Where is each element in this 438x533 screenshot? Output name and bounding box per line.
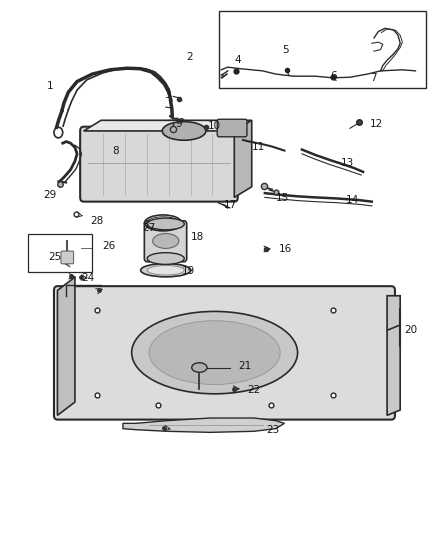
Text: 17: 17 xyxy=(223,200,237,211)
Text: 4: 4 xyxy=(234,55,241,65)
FancyBboxPatch shape xyxy=(61,251,74,264)
Ellipse shape xyxy=(149,321,280,384)
Text: 14: 14 xyxy=(346,195,359,205)
Text: 5: 5 xyxy=(283,45,289,54)
Polygon shape xyxy=(84,120,252,131)
Text: 11: 11 xyxy=(252,142,265,152)
Text: 16: 16 xyxy=(279,244,293,254)
Text: 25: 25 xyxy=(48,252,61,262)
Text: 3: 3 xyxy=(164,90,171,100)
Polygon shape xyxy=(123,418,285,432)
Text: 24: 24 xyxy=(81,273,95,283)
Polygon shape xyxy=(387,296,400,415)
FancyBboxPatch shape xyxy=(145,221,187,262)
Text: 22: 22 xyxy=(247,385,261,395)
Text: 8: 8 xyxy=(112,146,119,156)
Text: 13: 13 xyxy=(341,158,354,168)
Text: 15: 15 xyxy=(276,193,289,204)
Text: 19: 19 xyxy=(182,266,195,276)
Text: 1: 1 xyxy=(46,81,53,91)
Text: 6: 6 xyxy=(330,71,337,81)
Text: 18: 18 xyxy=(191,232,204,243)
Text: 10: 10 xyxy=(208,120,221,131)
Ellipse shape xyxy=(162,122,206,140)
FancyBboxPatch shape xyxy=(54,286,395,419)
Ellipse shape xyxy=(152,233,179,248)
Text: 21: 21 xyxy=(239,361,252,372)
Text: 7: 7 xyxy=(370,73,376,83)
FancyBboxPatch shape xyxy=(217,119,247,137)
FancyBboxPatch shape xyxy=(80,127,238,201)
Text: 29: 29 xyxy=(43,190,57,200)
Polygon shape xyxy=(57,277,75,415)
Ellipse shape xyxy=(147,253,184,264)
Bar xyxy=(219,11,426,88)
Text: 12: 12 xyxy=(370,119,383,129)
Ellipse shape xyxy=(132,311,297,394)
Text: 26: 26 xyxy=(102,241,115,251)
Bar xyxy=(28,233,92,272)
Ellipse shape xyxy=(141,264,191,277)
Text: 2: 2 xyxy=(186,52,193,61)
Ellipse shape xyxy=(147,265,184,275)
Text: 9: 9 xyxy=(175,119,182,129)
Text: 27: 27 xyxy=(143,223,156,233)
Text: 28: 28 xyxy=(90,216,103,227)
Text: 23: 23 xyxy=(266,425,279,435)
Text: 20: 20 xyxy=(405,325,418,335)
Ellipse shape xyxy=(147,218,184,230)
Polygon shape xyxy=(234,120,252,197)
Ellipse shape xyxy=(192,363,207,372)
